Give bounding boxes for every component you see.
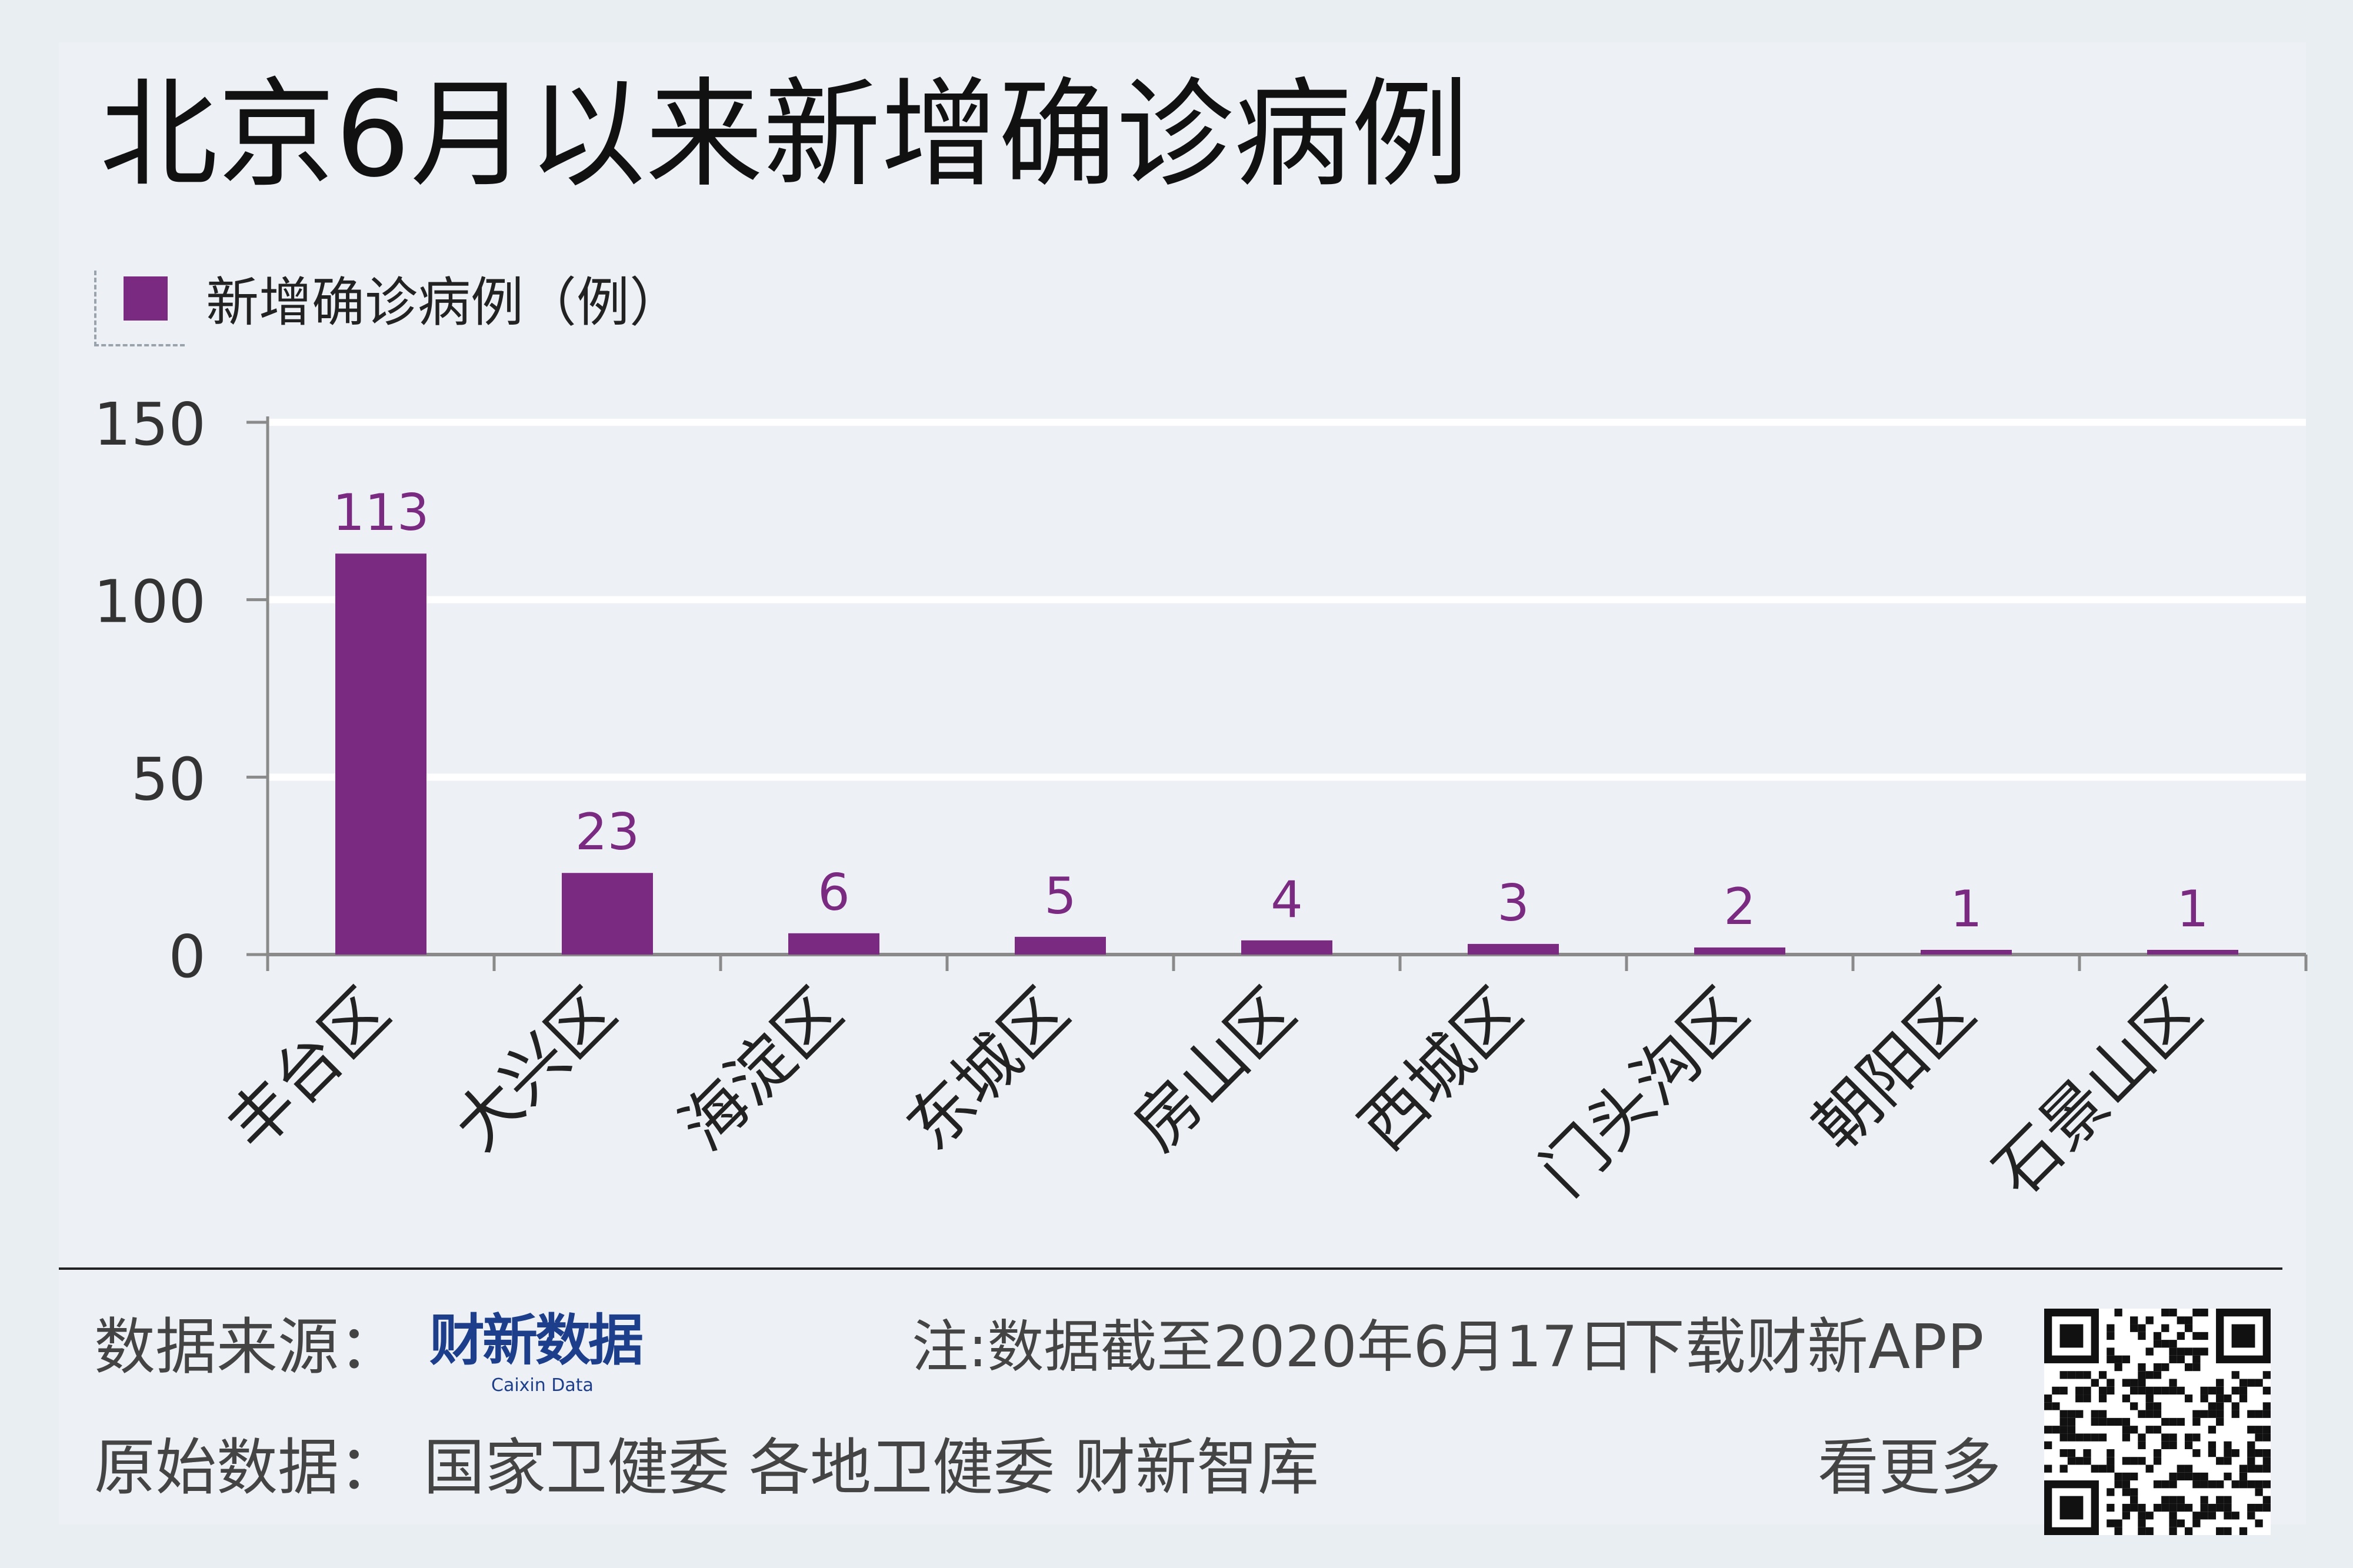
see-more-text: 看更多 (1818, 1432, 2002, 1503)
bar-8 (2147, 950, 2238, 955)
bar-5 (1468, 943, 1559, 955)
data-label-8: 1 (2177, 880, 2209, 939)
bar-4 (1241, 940, 1332, 955)
legend-frame (94, 271, 185, 346)
x-tick-label-6: 门头沟区 (1526, 974, 1762, 1210)
legend-label: 新增确诊病例（例） (206, 272, 682, 333)
data-label-7: 1 (1950, 880, 1982, 939)
download-app-text: 下载财新APP (1624, 1311, 1984, 1383)
x-tick-label-3: 东城区 (892, 974, 1083, 1165)
caixin-data-logo-en: Caixin Data (491, 1375, 594, 1396)
original-data-sources: 国家卫健委 各地卫健委 财新智库 (424, 1432, 1319, 1503)
data-label-3: 5 (1044, 867, 1076, 926)
y-tick-label-0: 0 (168, 922, 206, 991)
bar-6 (1694, 947, 1785, 955)
caixin-data-logo: 财新数据 (429, 1309, 644, 1373)
data-label-6: 2 (1724, 878, 1756, 936)
x-tick-label-1: 大兴区 (439, 974, 630, 1165)
chart-card (59, 42, 2306, 1524)
x-tick-label-8: 石景山区 (1979, 974, 2215, 1210)
x-tick-label-4: 房山区 (1119, 974, 1309, 1165)
original-data-label: 原始数据： (94, 1432, 401, 1503)
y-tick-label-1: 50 (131, 745, 206, 813)
x-tick-label-0: 丰台区 (213, 974, 404, 1165)
bar-7 (1921, 950, 2012, 955)
data-label-2: 6 (818, 863, 850, 922)
data-label-0: 113 (332, 483, 429, 542)
bar-2 (788, 933, 879, 955)
bar-1 (562, 873, 653, 955)
data-note: 注:数据截至2020年6月17日 (912, 1314, 1634, 1380)
chart-title: 北京6月以来新增确诊病例 (100, 66, 1469, 203)
y-tick-label-2: 100 (94, 568, 206, 636)
y-tick-label-3: 150 (94, 390, 206, 459)
x-tick-label-7: 朝阳区 (1798, 974, 1989, 1165)
data-label-4: 4 (1271, 870, 1303, 929)
legend-swatch (124, 276, 168, 321)
source-label: 数据来源： (94, 1311, 401, 1383)
bar-3 (1015, 936, 1106, 955)
bar-chart: 0 50 100 150 113 丰台区 23 大兴区 6 海淀区 5 东城区 4 房山区 3 西城区 2 门头沟… (94, 390, 2308, 1210)
data-label-1: 23 (575, 803, 639, 862)
x-tick-label-5: 西城区 (1345, 974, 1536, 1165)
bar-0 (335, 553, 426, 955)
data-label-5: 3 (1497, 874, 1529, 933)
qr-code-icon[interactable] (2044, 1309, 2271, 1535)
legend: 新增确诊病例（例） (94, 271, 682, 346)
x-tick-label-2: 海淀区 (666, 974, 856, 1165)
footer-divider (59, 1267, 2282, 1270)
